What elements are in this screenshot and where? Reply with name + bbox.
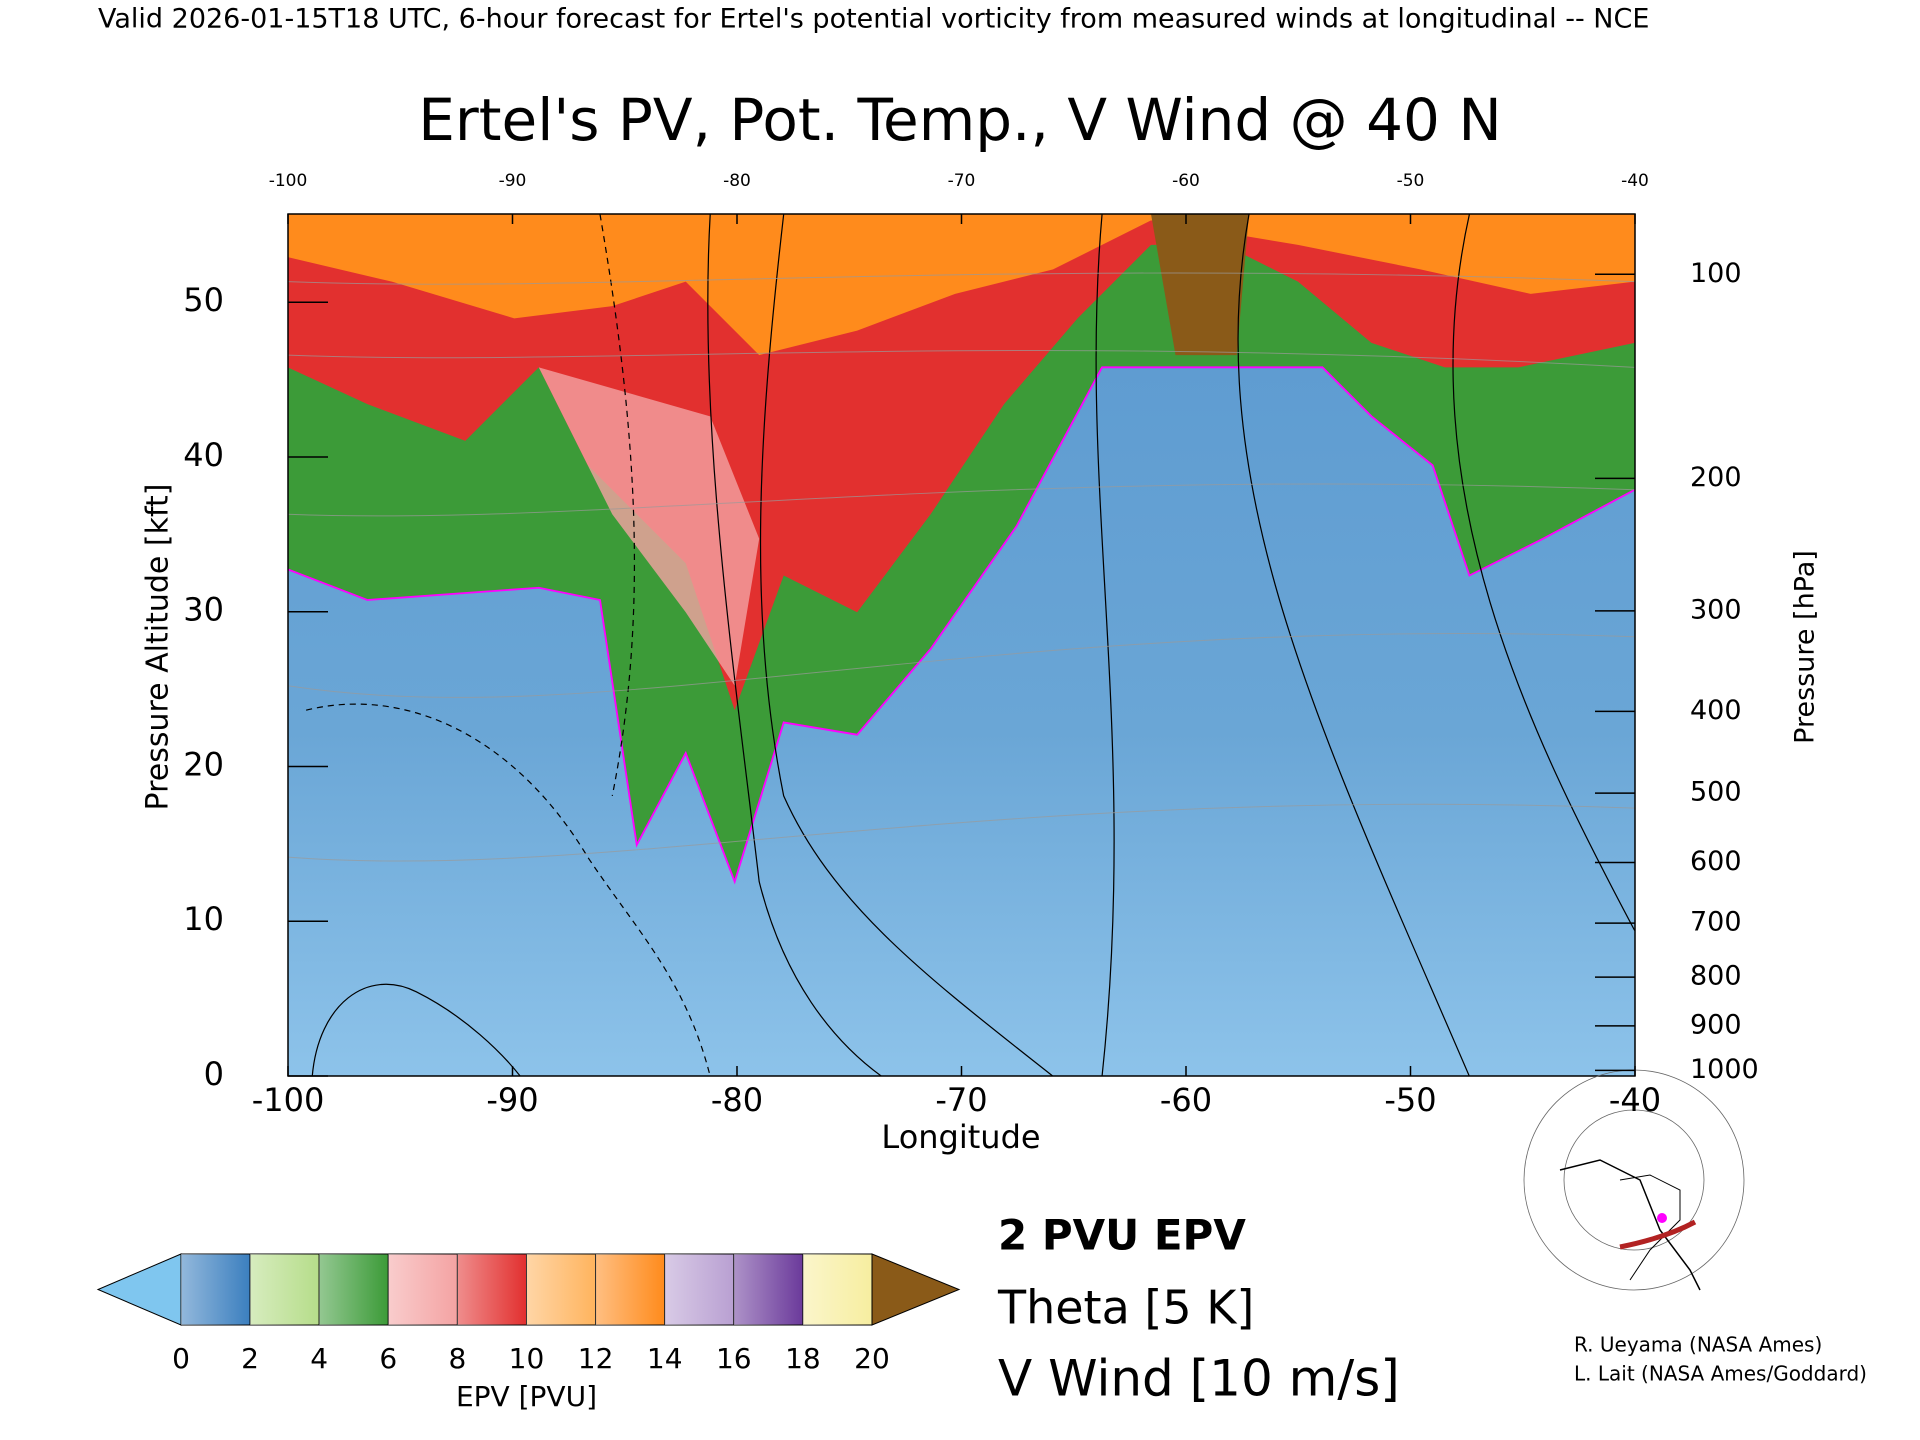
y2-tick-label: 100 (1690, 258, 1742, 289)
header: Valid 2026-01-15T18 UTC, 6-hour forecast… (98, 4, 1649, 35)
y-axis-label: Pressure Altitude [kft] (141, 484, 176, 811)
y2-tick-label: 300 (1690, 594, 1742, 625)
legend-entry: V Wind [10 m/s] (998, 1350, 1400, 1408)
colorbar-shade (388, 1254, 458, 1325)
colorbar-shade (664, 1254, 734, 1325)
colorbar-label: EPV [PVU] (456, 1380, 597, 1413)
colorbar-shade (802, 1254, 872, 1325)
y2-axis-label: Pressure [hPa] (1790, 550, 1821, 744)
colorbar-tick-label: 10 (509, 1342, 545, 1375)
y2-tick-label: 900 (1690, 1009, 1742, 1040)
x2-tick-label: -70 (948, 171, 976, 191)
credit: R. Ueyama (NASA Ames) (1574, 1333, 1822, 1357)
theta-contours (287, 272, 1635, 862)
field-orange (287, 214, 1635, 356)
colorbar-shade (319, 1254, 389, 1325)
y-tick-label: 10 (183, 900, 224, 938)
field-red (287, 214, 1635, 711)
legend-entry: Theta [5 K] (997, 1281, 1254, 1335)
y2-tick-label: 800 (1690, 961, 1742, 992)
x2-tick-label: -100 (269, 171, 308, 191)
field (287, 214, 1635, 1077)
colorbar-tick-label: 14 (647, 1342, 683, 1375)
y-tick-label: 0 (204, 1055, 224, 1093)
y2-tick-label: 400 (1690, 695, 1742, 726)
chart-title: Ertel's PV, Pot. Temp., V Wind @ 40 N (418, 86, 1501, 154)
colorbar-shade (526, 1254, 596, 1325)
x2-tick-label: -40 (1621, 171, 1649, 191)
colorbar-over (871, 1253, 961, 1326)
legend-entry: 2 PVU EPV (998, 1211, 1246, 1260)
colorbar-tick-label: 12 (578, 1342, 614, 1375)
colorbar-shade (595, 1254, 665, 1325)
x-tick-label: -50 (1384, 1081, 1436, 1119)
colorbar-tick-label: 16 (716, 1342, 752, 1375)
colorbar-tick-label: 18 (785, 1342, 821, 1375)
x-tick-label: -40 (1609, 1081, 1661, 1119)
colorbar-shade (250, 1254, 320, 1325)
colorbar-tick-label: 20 (854, 1342, 890, 1375)
colorbar-under (96, 1253, 182, 1326)
x2-tick-label: -60 (1172, 171, 1200, 191)
colorbar-tick-label: 0 (172, 1342, 190, 1375)
y2-tick-label: 500 (1690, 777, 1742, 808)
x-tick-label: -90 (486, 1081, 538, 1119)
x-tick-label: -60 (1160, 1081, 1212, 1119)
x-tick-label: -70 (935, 1081, 987, 1119)
y2-tick-label: 1000 (1690, 1054, 1759, 1085)
x2-tick-label: -80 (723, 171, 751, 191)
x2-tick-label: -90 (499, 171, 527, 191)
x-tick-label: -100 (252, 1081, 325, 1119)
colorbar-shade (457, 1254, 527, 1325)
colorbar-tick-label: 6 (379, 1342, 397, 1375)
y2-tick-label: 600 (1690, 846, 1742, 877)
y2-tick-label: 200 (1690, 462, 1742, 493)
y-tick-label: 50 (183, 281, 224, 319)
x2-tick-label: -50 (1397, 171, 1425, 191)
wind-contours (305, 214, 1635, 1077)
colorbar-tick-label: 2 (241, 1342, 259, 1375)
x-axis-label: Longitude (881, 1118, 1040, 1156)
colorbar-shade (733, 1254, 803, 1325)
x-tick-label: -80 (711, 1081, 763, 1119)
colorbar-tick-label: 8 (448, 1342, 466, 1375)
y-tick-label: 20 (183, 745, 224, 783)
credit: L. Lait (NASA Ames/Goddard) (1574, 1362, 1867, 1386)
y-tick-label: 40 (183, 436, 224, 474)
pv-contour (287, 366, 1635, 885)
colorbar-shade (181, 1254, 251, 1325)
field-brown (1151, 214, 1249, 356)
colorbar-tick-label: 4 (310, 1342, 328, 1375)
y2-tick-label: 700 (1690, 907, 1742, 938)
field-pink (538, 367, 760, 686)
y-tick-label: 30 (183, 591, 224, 629)
map-inset (1523, 1069, 1745, 1291)
